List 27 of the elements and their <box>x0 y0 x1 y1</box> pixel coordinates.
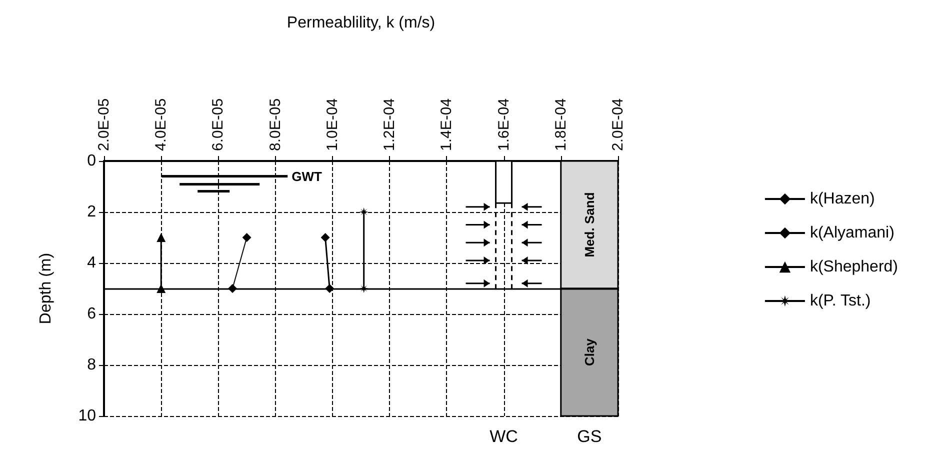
x-tick-label: 1.2E-04 <box>381 98 398 151</box>
x-tick-label: 4.0E-05 <box>152 98 170 151</box>
y-tick-label: 2 <box>87 204 96 220</box>
y-tick-label: 0 <box>87 152 96 170</box>
x-axis-title: Permeablility, k (m/s) <box>286 14 436 32</box>
y-tick-label: 10 <box>78 408 96 424</box>
x-tick-label: 1.0E-04 <box>324 98 341 151</box>
x-tick-label: 8.0E-05 <box>266 98 284 151</box>
annotation: GWT <box>292 168 322 184</box>
legend-label: k(Hazen) <box>810 190 875 208</box>
x-tick-label: 1.4E-04 <box>438 98 456 151</box>
text: GS <box>577 427 602 446</box>
x-tick-label: 2.0E-05 <box>96 98 112 151</box>
legend-label: k(P. Tst.) <box>810 292 871 310</box>
x-tick-label: 6.0E-05 <box>210 98 227 151</box>
x-tick-label: 1.8E-04 <box>552 98 570 151</box>
x-tick-label: 2.0E-04 <box>610 98 626 151</box>
band-label: Clay <box>582 338 597 366</box>
y-tick-label: 4 <box>87 254 96 272</box>
y-axis-title: Depth (m) <box>38 252 54 324</box>
y-tick-label: 6 <box>87 306 96 322</box>
y-tick-label: 8 <box>87 356 96 374</box>
band-label: Med. Sand <box>582 192 597 258</box>
text: WC <box>490 427 518 446</box>
x-tick-label: 1.6E-04 <box>495 98 512 151</box>
legend-label: k(Shepherd) <box>810 258 898 276</box>
legend-label: k(Alyamani) <box>810 224 894 242</box>
